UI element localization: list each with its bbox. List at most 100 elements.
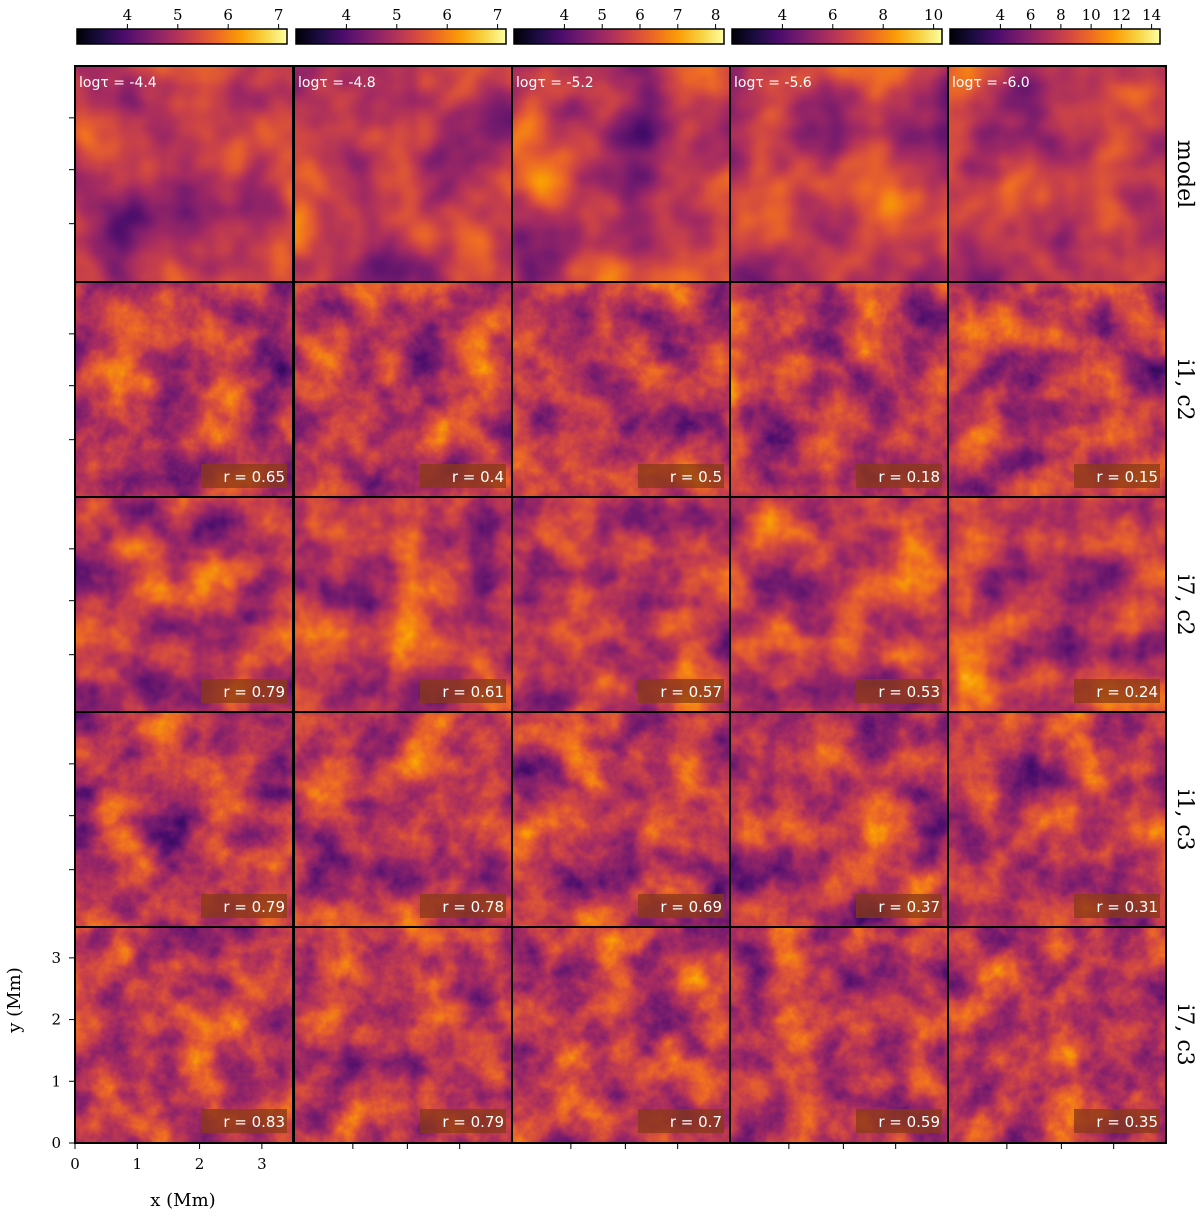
- x-tick-label: 3: [257, 1155, 267, 1173]
- heatmap-image: [75, 712, 293, 928]
- colorbar-tick-label: 5: [392, 6, 402, 24]
- colorbar-tick-label: 10: [1082, 6, 1101, 24]
- x-tick-label: 0: [70, 1155, 80, 1173]
- row-label: i7, c3: [1172, 1004, 1197, 1065]
- colorbar-tick-label: 8: [1056, 6, 1066, 24]
- heatmap-panel: [293, 926, 513, 1144]
- correlation-label-bg: [201, 1109, 287, 1133]
- colorbar-tick-label: 14: [1142, 6, 1161, 24]
- colorbar-tick-label: 7: [493, 6, 503, 24]
- correlation-label-bg: [638, 464, 724, 488]
- correlation-label-bg: [856, 464, 942, 488]
- colorbar-tick-label: 6: [1026, 6, 1036, 24]
- heatmap-image: [512, 282, 730, 498]
- heatmap-image: [730, 712, 948, 928]
- heatmap-panel: [947, 711, 1167, 929]
- heatmap-panel: [293, 711, 513, 929]
- row-label: i1, c3: [1172, 789, 1197, 850]
- correlation-label-bg: [201, 894, 287, 918]
- heatmap-image: [512, 497, 730, 713]
- heatmap-panel: [74, 496, 294, 714]
- y-tick-label: 1: [51, 1072, 61, 1090]
- column-title: logτ = -6.0: [952, 75, 1030, 91]
- correlation-label: r = 0.18: [878, 468, 940, 486]
- y-axis-label: y (Mm): [4, 967, 25, 1033]
- heatmap-panel: [74, 65, 294, 283]
- correlation-label: r = 0.4: [452, 468, 504, 486]
- colorbar: 4 5 6 7: [295, 6, 507, 45]
- correlation-label: r = 0.24: [1096, 683, 1158, 701]
- axes: x (Mm) y (Mm) 0 1 2 3 0 1 2 3: [4, 117, 1115, 1211]
- column-title: logτ = -4.4: [79, 75, 157, 91]
- correlation-label: r = 0.15: [1096, 468, 1158, 486]
- heatmap-image: [294, 66, 512, 282]
- correlation-label: r = 0.79: [442, 1113, 504, 1131]
- colorbar-bar: [76, 28, 288, 45]
- panel-labels: logτ = -4.4 logτ = -4.8 logτ = -5.2 logτ = …: [79, 75, 1197, 1133]
- heatmap-image: [294, 497, 512, 713]
- colorbar-tick-label: 7: [673, 6, 683, 24]
- colorbar-tick-label: 12: [1112, 6, 1131, 24]
- heatmap-panel: [729, 281, 949, 499]
- heatmap-image: [75, 927, 293, 1143]
- correlation-label: r = 0.53: [878, 683, 940, 701]
- correlation-label: r = 0.57: [660, 683, 722, 701]
- correlation-label: r = 0.65: [223, 468, 285, 486]
- correlation-label: r = 0.37: [878, 898, 940, 916]
- heatmap-image: [294, 282, 512, 498]
- correlation-label-bg: [1074, 894, 1160, 918]
- heatmap-image: [294, 927, 512, 1143]
- heatmap-image: [730, 282, 948, 498]
- correlation-label: r = 0.35: [1096, 1113, 1158, 1131]
- correlation-label-bg: [638, 894, 724, 918]
- row-label: i1, c2: [1172, 359, 1197, 420]
- correlation-label: r = 0.59: [878, 1113, 940, 1131]
- y-tick-label: 2: [51, 1011, 61, 1029]
- column-title: logτ = -5.2: [516, 75, 594, 91]
- correlation-label-bg: [420, 1109, 506, 1133]
- panel-border: [947, 926, 1167, 1144]
- colorbar-tick-label: 5: [597, 6, 607, 24]
- colorbar-tick-label: 5: [173, 6, 183, 24]
- colorbar-tick-label: 8: [711, 6, 721, 24]
- correlation-label-bg: [856, 1109, 942, 1133]
- y-tick-label: 3: [51, 949, 61, 967]
- heatmap-image: [730, 927, 948, 1143]
- colorbar: 4 6 8 10 12 14: [949, 6, 1161, 45]
- column-title: logτ = -4.8: [298, 75, 376, 91]
- colorbar-tick-label: 4: [342, 6, 352, 24]
- heatmap-panel: [74, 711, 294, 929]
- heatmap-image: [730, 497, 948, 713]
- correlation-label-bg: [1074, 1109, 1160, 1133]
- heatmap-image: [512, 712, 730, 928]
- colorbar-tick-label: 8: [878, 6, 888, 24]
- correlation-label: r = 0.69: [660, 898, 722, 916]
- heatmap-panel: [74, 926, 294, 1144]
- correlation-label: r = 0.79: [223, 683, 285, 701]
- y-tick-label: 0: [51, 1134, 61, 1152]
- colorbars: 4 5 6 7 4 5 6 7 4 5 6 7 8 4 6 8 10 4 6 8 10 12 14: [76, 6, 1161, 45]
- heatmap-image: [948, 712, 1166, 928]
- correlation-label-bg: [420, 894, 506, 918]
- heatmap-panel: [293, 496, 513, 714]
- heatmap-image: [730, 66, 948, 282]
- colorbar-tick-label: 4: [123, 6, 133, 24]
- heatmap-panel: [293, 65, 513, 283]
- correlation-label: r = 0.79: [223, 898, 285, 916]
- heatmap-panel: [729, 711, 949, 929]
- row-label: i7, c2: [1172, 574, 1197, 635]
- colorbar-bar: [295, 28, 507, 45]
- correlation-label: r = 0.31: [1096, 898, 1158, 916]
- heatmap-panel: [511, 926, 731, 1144]
- colorbar-bar: [513, 28, 725, 45]
- heatmap-panel: [511, 496, 731, 714]
- heatmap-panel: [947, 281, 1167, 499]
- colorbar: 4 5 6 7: [76, 6, 288, 45]
- colorbar: 4 5 6 7 8: [513, 6, 725, 45]
- correlation-label-bg: [856, 894, 942, 918]
- heatmap-image: [75, 497, 293, 713]
- correlation-label-bg: [638, 1109, 724, 1133]
- heatmap-panel: [947, 65, 1167, 283]
- heatmap-panel: [947, 926, 1167, 1144]
- row-label: model: [1172, 140, 1197, 208]
